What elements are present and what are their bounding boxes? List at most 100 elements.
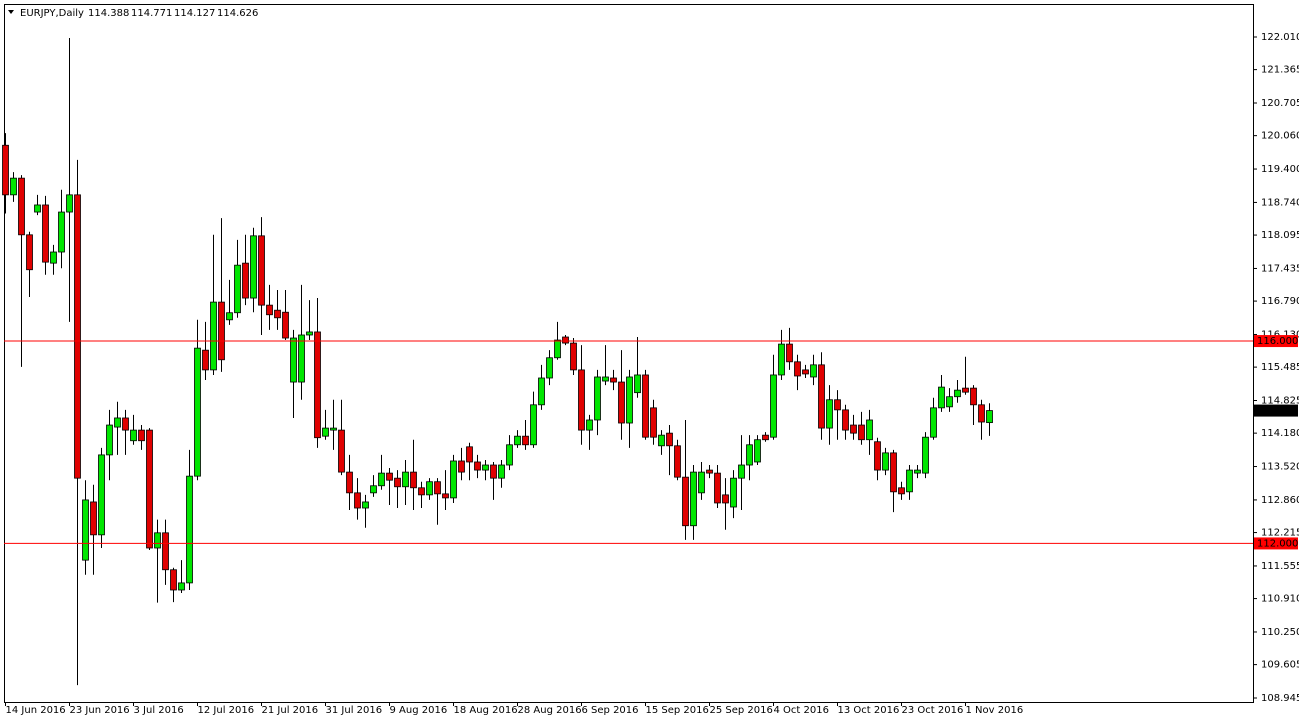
candle-body bbox=[138, 429, 145, 442]
candle-body bbox=[986, 410, 993, 424]
y-tick-label: 120.705 bbox=[1261, 98, 1299, 109]
candle-body bbox=[450, 460, 457, 499]
x-tick-label: 23 Oct 2016 bbox=[902, 705, 964, 716]
candle-body bbox=[698, 471, 705, 494]
candle-body bbox=[906, 469, 913, 493]
candle-body bbox=[274, 309, 281, 319]
y-tick-label: 114.180 bbox=[1261, 428, 1299, 439]
candle-body bbox=[82, 499, 89, 561]
y-tick-label: 108.945 bbox=[1261, 693, 1299, 704]
candle-body bbox=[922, 436, 929, 474]
candle-body bbox=[882, 452, 889, 471]
x-tick-label: 9 Aug 2016 bbox=[390, 705, 448, 716]
candle-body bbox=[234, 264, 241, 314]
y-tick-label: 111.555 bbox=[1261, 561, 1299, 572]
candle-body bbox=[770, 374, 777, 438]
y-tick-label: 118.740 bbox=[1261, 197, 1299, 208]
candle-body bbox=[98, 454, 105, 536]
candle-body bbox=[370, 485, 377, 494]
price-label: 114.626 bbox=[1257, 406, 1298, 417]
y-tick-label: 116.130 bbox=[1261, 329, 1299, 340]
candle-body bbox=[306, 331, 313, 336]
candle-body bbox=[946, 396, 953, 408]
candle-body bbox=[290, 337, 297, 383]
header-high: 114.771 bbox=[131, 8, 172, 19]
header-ohlc: 114.388 114.771 114.127 114.626 bbox=[88, 8, 258, 19]
candle-body bbox=[714, 472, 721, 504]
y-tick-label: 115.485 bbox=[1261, 362, 1299, 373]
candle-body bbox=[250, 235, 257, 299]
candle-body bbox=[266, 304, 273, 316]
candle-body bbox=[354, 492, 361, 509]
candle-body bbox=[298, 334, 305, 383]
candle-body bbox=[722, 494, 729, 504]
candle-body bbox=[970, 387, 977, 406]
header-open: 114.388 bbox=[88, 8, 129, 19]
candle-body bbox=[418, 487, 425, 496]
header-low: 114.127 bbox=[174, 8, 215, 19]
y-tick-label: 117.435 bbox=[1261, 263, 1299, 274]
candle-body bbox=[338, 429, 345, 473]
candle-body bbox=[914, 469, 921, 474]
x-tick-label: 3 Jul 2016 bbox=[134, 705, 184, 716]
candle-body bbox=[826, 399, 833, 429]
candle-body bbox=[106, 424, 113, 456]
candle-body bbox=[530, 404, 537, 446]
y-tick-label: 121.365 bbox=[1261, 65, 1299, 76]
x-tick-label: 4 Oct 2016 bbox=[774, 705, 829, 716]
candle-body bbox=[602, 376, 609, 382]
candle-body bbox=[258, 235, 265, 306]
x-tick-label: 13 Oct 2016 bbox=[838, 705, 900, 716]
candle-body bbox=[314, 331, 321, 439]
candle-body bbox=[786, 343, 793, 363]
candle-body bbox=[490, 464, 497, 479]
y-tick-label: 112.215 bbox=[1261, 528, 1299, 539]
y-tick-label: 120.060 bbox=[1261, 131, 1299, 142]
candle-body bbox=[2, 144, 9, 196]
candle-body bbox=[466, 446, 473, 463]
y-tick-label: 116.790 bbox=[1261, 296, 1299, 307]
candle-body bbox=[586, 419, 593, 431]
y-tick-label: 110.910 bbox=[1261, 594, 1299, 605]
candle-body bbox=[202, 349, 209, 371]
candle-body bbox=[242, 262, 249, 299]
candle-body bbox=[778, 343, 785, 376]
candle-body bbox=[42, 204, 49, 263]
y-tick-label: 109.605 bbox=[1261, 660, 1299, 671]
candle-body bbox=[442, 493, 449, 499]
candle-body bbox=[386, 472, 393, 481]
x-tick-label: 15 Sep 2016 bbox=[646, 705, 709, 716]
candle-body bbox=[330, 427, 337, 431]
y-tick-label: 119.400 bbox=[1261, 164, 1299, 175]
candle-body bbox=[746, 444, 753, 466]
candle-body bbox=[546, 357, 553, 379]
x-tick-label: 31 Jul 2016 bbox=[326, 705, 383, 716]
candle-body bbox=[410, 471, 417, 489]
level-label: 112.000 bbox=[1257, 538, 1298, 549]
candle-body bbox=[506, 444, 513, 466]
candle-body bbox=[618, 381, 625, 424]
x-tick-label: 12 Jul 2016 bbox=[198, 705, 255, 716]
candle-body bbox=[578, 369, 585, 431]
candle-body bbox=[226, 312, 233, 321]
y-tick-label: 113.520 bbox=[1261, 462, 1299, 473]
candle-body bbox=[930, 407, 937, 438]
candle-body bbox=[322, 427, 329, 437]
candle-body bbox=[426, 481, 433, 496]
candle-body bbox=[146, 429, 153, 549]
candle-body bbox=[346, 471, 353, 494]
x-tick-label: 23 Jun 2016 bbox=[70, 705, 130, 716]
candle-body bbox=[802, 369, 809, 375]
candle-body bbox=[754, 439, 761, 463]
candle-body bbox=[394, 477, 401, 488]
header-close: 114.626 bbox=[217, 8, 258, 19]
candle-body bbox=[194, 347, 201, 477]
menu-triangle[interactable] bbox=[8, 10, 14, 14]
x-tick-label: 28 Aug 2016 bbox=[518, 705, 582, 716]
candle-body bbox=[554, 339, 561, 359]
candle-body bbox=[890, 452, 897, 493]
candle-body bbox=[818, 364, 825, 429]
candle-body bbox=[762, 434, 769, 441]
candle-body bbox=[74, 194, 81, 479]
